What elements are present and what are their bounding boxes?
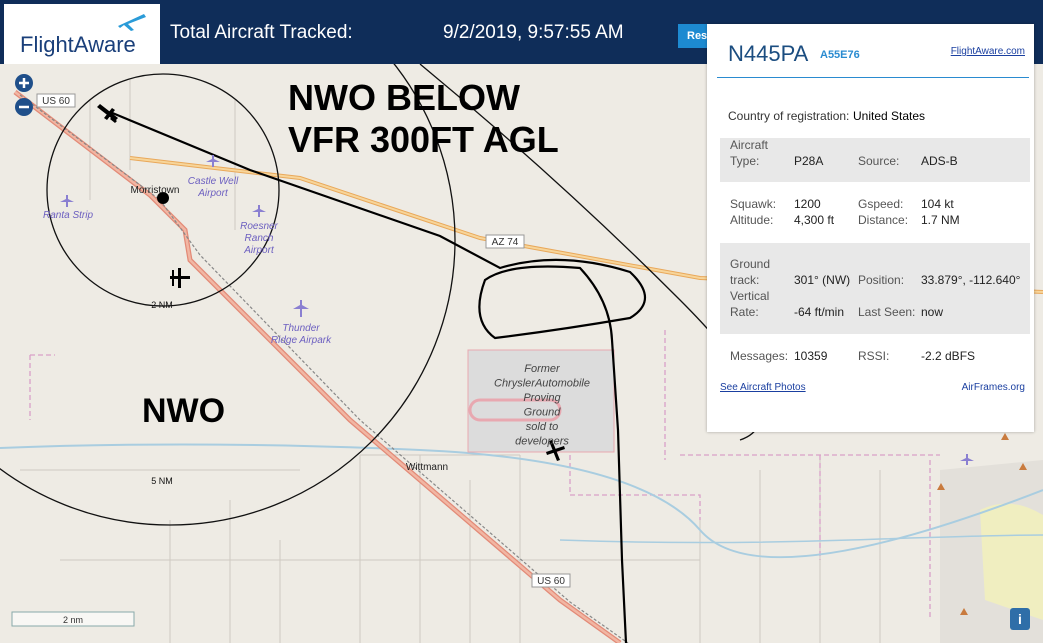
scale-label: 2 nm <box>63 615 83 625</box>
field-value: 4,300 ft <box>794 213 835 227</box>
field-label: Ground <box>730 257 771 271</box>
country-label: Country of registration: <box>728 109 850 123</box>
field-value: 33.879°, -112.640° <box>921 273 1021 287</box>
field-label: Altitude: <box>730 213 774 227</box>
aircraft-icon <box>546 440 565 461</box>
field-value: 1.7 NM <box>921 213 960 227</box>
map-label: Airport <box>197 188 229 199</box>
field-label: RSSI: <box>858 349 890 363</box>
map-label: Ranta Strip <box>43 210 93 221</box>
info-button[interactable] <box>1010 608 1030 630</box>
scale-bar <box>11 611 135 627</box>
road-shield <box>485 234 525 249</box>
annotation: NWO BELOW <box>288 77 520 118</box>
airport-icon <box>252 205 266 217</box>
field-label: Type: <box>730 154 760 168</box>
field-label: Last Seen: <box>858 305 916 319</box>
road-shield <box>531 573 571 588</box>
field-label: Vertical <box>730 289 770 303</box>
map-label: Former <box>524 363 561 375</box>
aircraft-panel: N445PA A55E76 FlightAware.com Country of… <box>707 24 1034 432</box>
map-label: developers <box>515 436 569 448</box>
logo-plane-shape <box>118 14 146 31</box>
map-label: Ridge Airpark <box>271 335 332 346</box>
railway <box>19 94 629 643</box>
flight-track <box>109 110 646 643</box>
field-value: 104 kt <box>921 197 954 211</box>
airframes-link[interactable]: AirFrames.org <box>961 382 1025 393</box>
boundaries <box>29 330 940 620</box>
range-ring-2nm <box>46 73 280 307</box>
grey-band <box>720 243 1030 334</box>
aircraft-icon <box>170 268 190 288</box>
field-label: Messages: <box>730 349 789 363</box>
station-marker <box>157 192 169 204</box>
field-value: now <box>921 305 944 319</box>
field-label: Aircraft <box>730 138 769 152</box>
map-label: sold to <box>526 421 558 433</box>
airport-icon <box>60 195 74 207</box>
logo[interactable]: FlightAware <box>20 32 136 57</box>
country: United States <box>853 109 926 123</box>
field-value: ADS-B <box>921 154 958 168</box>
grey-band <box>720 138 1030 182</box>
map-label: Wittmann <box>406 462 448 473</box>
field-value: P28A <box>794 154 824 168</box>
annotation: NWO <box>142 392 225 430</box>
map-label: Thunder <box>282 323 320 334</box>
us60-road <box>14 91 621 643</box>
field-label: Gspeed: <box>858 197 904 211</box>
map-label: US 60 <box>537 576 565 587</box>
map-label: Castle Well <box>188 176 239 187</box>
aircraft-icons <box>97 104 565 461</box>
airport-icon <box>206 155 220 167</box>
field-label: Rate: <box>730 305 759 319</box>
hex-code: A55E76 <box>820 49 860 61</box>
field-label: Squawk: <box>730 197 777 211</box>
airport-icon <box>293 300 309 317</box>
map-label: 2 NM <box>151 300 173 310</box>
logo-box: FlightAware <box>4 4 160 64</box>
photos-link[interactable]: See Aircraft Photos <box>720 382 806 393</box>
header-title: Total Aircraft Tracked: <box>170 22 353 43</box>
field-label: Source: <box>858 154 900 168</box>
divider <box>717 77 1029 78</box>
map-label: Ranch <box>245 233 274 244</box>
timestamp: 9/2/2019, 9:57:55 AM <box>443 22 624 43</box>
range-ring-5nm <box>0 0 456 526</box>
test-track <box>468 398 562 422</box>
aircraft-icon <box>97 104 118 123</box>
zoom-in-icon <box>19 78 29 88</box>
field-value: -2.2 dBFS <box>921 349 976 363</box>
field-label: Position: <box>858 273 905 287</box>
field-value: 301° (NW) <box>794 273 851 287</box>
map-label: Airport <box>243 245 275 256</box>
map-label: Ground <box>524 407 562 419</box>
field-value: 1200 <box>794 197 821 211</box>
field-label: track: <box>730 273 760 287</box>
logo-plane <box>118 14 146 31</box>
map-label: Proving <box>523 392 561 404</box>
map-label: US 60 <box>42 96 70 107</box>
registration: N445PA <box>728 41 809 66</box>
map-label: AZ 74 <box>492 237 519 248</box>
map-label: Morristown <box>131 185 180 196</box>
field-label: Distance: <box>858 213 909 227</box>
map-label: ChryslerAutomobile <box>494 378 590 390</box>
airport-icon <box>960 454 974 465</box>
urban-area <box>980 503 1043 620</box>
source-link[interactable]: FlightAware.com <box>950 46 1025 57</box>
info-icon: i <box>1018 611 1022 627</box>
wash <box>0 443 1043 559</box>
road-shield <box>36 93 76 108</box>
map-label: 5 NM <box>151 476 173 486</box>
wash <box>559 534 1043 544</box>
field-value: 10359 <box>794 349 828 363</box>
field-value: -64 ft/min <box>794 305 845 319</box>
map-label: Roesner <box>240 221 278 232</box>
annotation: VFR 300FT AGL <box>288 119 559 160</box>
airport-icons <box>60 155 974 465</box>
